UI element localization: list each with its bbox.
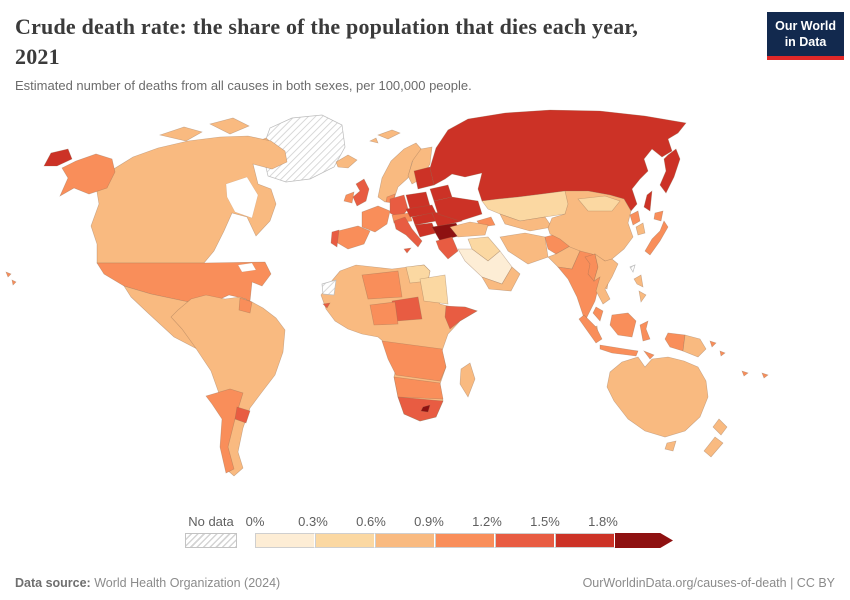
country-nigeria[interactable] — [369, 301, 399, 326]
owid-logo[interactable]: Our World in Data — [767, 12, 844, 60]
country-taiwan[interactable] — [629, 264, 636, 273]
legend-tick-label: 0.3% — [298, 514, 328, 529]
legend-tick-label: 1.2% — [472, 514, 502, 529]
country-western-sahara[interactable] — [321, 279, 337, 296]
map-legend: No data 0% 0.3% 0.6% 0.9% 1.2% 1.5% 1.8% — [185, 512, 705, 552]
legend-tick-label: 0.9% — [414, 514, 444, 529]
owid-logo-line2: in Data — [784, 35, 827, 50]
country-guinea-bissau[interactable] — [322, 302, 331, 309]
country-indonesia[interactable] — [578, 312, 655, 360]
country-italy[interactable] — [393, 216, 423, 248]
country-ukraine[interactable] — [433, 196, 483, 222]
title-year: 2021 — [15, 43, 60, 69]
country-argentina[interactable] — [205, 388, 244, 474]
country-north-korea[interactable] — [629, 210, 641, 226]
legend-tick-label: 0% — [245, 514, 265, 529]
country-yemen-oman[interactable] — [481, 266, 521, 292]
owid-url-license[interactable]: OurWorldinData.org/causes-of-death | CC … — [582, 576, 835, 590]
legend-no-data-label: No data — [188, 514, 234, 529]
country-croatia-bosnia[interactable] — [414, 222, 437, 238]
country-japan[interactable] — [644, 210, 669, 256]
country-russia-kamchatka[interactable] — [659, 148, 681, 194]
country-australia[interactable] — [606, 356, 709, 438]
legend-tick-label: 1.8% — [588, 514, 618, 529]
country-usa-hawaii[interactable] — [5, 271, 17, 286]
legend-bin-7[interactable] — [615, 533, 673, 548]
country-angola-zambia-mozambique[interactable] — [381, 340, 447, 382]
country-solomon-islands[interactable] — [709, 340, 726, 357]
country-tasmania[interactable] — [664, 440, 677, 452]
country-lesotho[interactable] — [420, 404, 431, 413]
country-portugal[interactable] — [330, 229, 340, 248]
legend-tick-label: 0.6% — [356, 514, 386, 529]
country-greece[interactable] — [435, 236, 459, 260]
legend-tick-label: 1.5% — [530, 514, 560, 529]
data-source-label: Data source: — [15, 576, 91, 590]
country-turkey[interactable] — [449, 221, 489, 238]
legend-bin-5[interactable] — [495, 533, 555, 548]
legend-ticks: 0% 0.3% 0.6% 0.9% 1.2% 1.5% 1.8% — [246, 514, 675, 530]
legend-bin-3[interactable] — [375, 533, 435, 548]
country-west-new-guinea[interactable] — [664, 332, 686, 352]
data-source-value: World Health Organization (2024) — [90, 576, 281, 590]
country-sicily[interactable] — [403, 247, 412, 254]
country-united-kingdom[interactable] — [352, 178, 370, 207]
country-iceland[interactable] — [335, 154, 358, 169]
country-mongolia[interactable] — [577, 195, 621, 212]
legend-bar — [255, 533, 673, 548]
country-madagascar[interactable] — [459, 362, 476, 398]
legend-bin-1[interactable] — [255, 533, 315, 548]
legend-bin-2[interactable] — [315, 533, 375, 548]
owid-logo-line1: Our World — [775, 19, 836, 33]
great-lakes — [237, 262, 257, 273]
country-venezuela-guyana[interactable] — [238, 297, 253, 314]
country-france[interactable] — [361, 205, 391, 233]
data-source: Data source: World Health Organization (… — [15, 576, 280, 590]
chart-footer: Data source: World Health Organization (… — [0, 576, 850, 590]
legend-no-data-swatch[interactable] — [185, 533, 237, 548]
country-malaysia[interactable] — [592, 306, 604, 322]
chart-header: Crude death rate: the share of the popul… — [15, 12, 755, 93]
title-line1: Crude death rate: the share of the popul… — [15, 14, 639, 39]
country-philippines[interactable] — [633, 274, 647, 303]
page-title: Crude death rate: the share of the popul… — [15, 12, 755, 71]
country-fiji-new-caledonia[interactable] — [741, 370, 769, 379]
country-ireland[interactable] — [343, 191, 355, 204]
country-papua-new-guinea[interactable] — [682, 334, 707, 358]
country-canada[interactable] — [90, 135, 288, 264]
country-iran[interactable] — [499, 232, 549, 265]
country-svalbard[interactable] — [369, 129, 401, 144]
country-new-zealand[interactable] — [703, 418, 728, 458]
hudson-bay — [225, 176, 259, 219]
country-namibia-botswana-zimbabwe[interactable] — [393, 376, 444, 400]
country-sudan[interactable] — [419, 274, 449, 305]
legend-bin-4[interactable] — [435, 533, 495, 548]
country-usa-alaska[interactable] — [59, 153, 116, 197]
legend-bin-6[interactable] — [555, 533, 615, 548]
country-russia[interactable] — [429, 109, 687, 212]
country-south-korea[interactable] — [635, 222, 646, 236]
country-thailand-indochina[interactable] — [593, 253, 619, 305]
country-somalia[interactable] — [444, 305, 478, 330]
country-russia-chukotka[interactable] — [43, 148, 73, 167]
country-spain[interactable] — [335, 225, 371, 250]
chart-subtitle: Estimated number of deaths from all caus… — [15, 78, 472, 94]
country-south-africa[interactable] — [397, 396, 444, 422]
country-russia-sakhalin[interactable] — [643, 190, 653, 212]
country-uruguay[interactable] — [234, 406, 251, 424]
country-finland[interactable] — [407, 146, 433, 185]
country-greenland[interactable] — [261, 114, 346, 183]
country-niger[interactable] — [361, 270, 403, 300]
